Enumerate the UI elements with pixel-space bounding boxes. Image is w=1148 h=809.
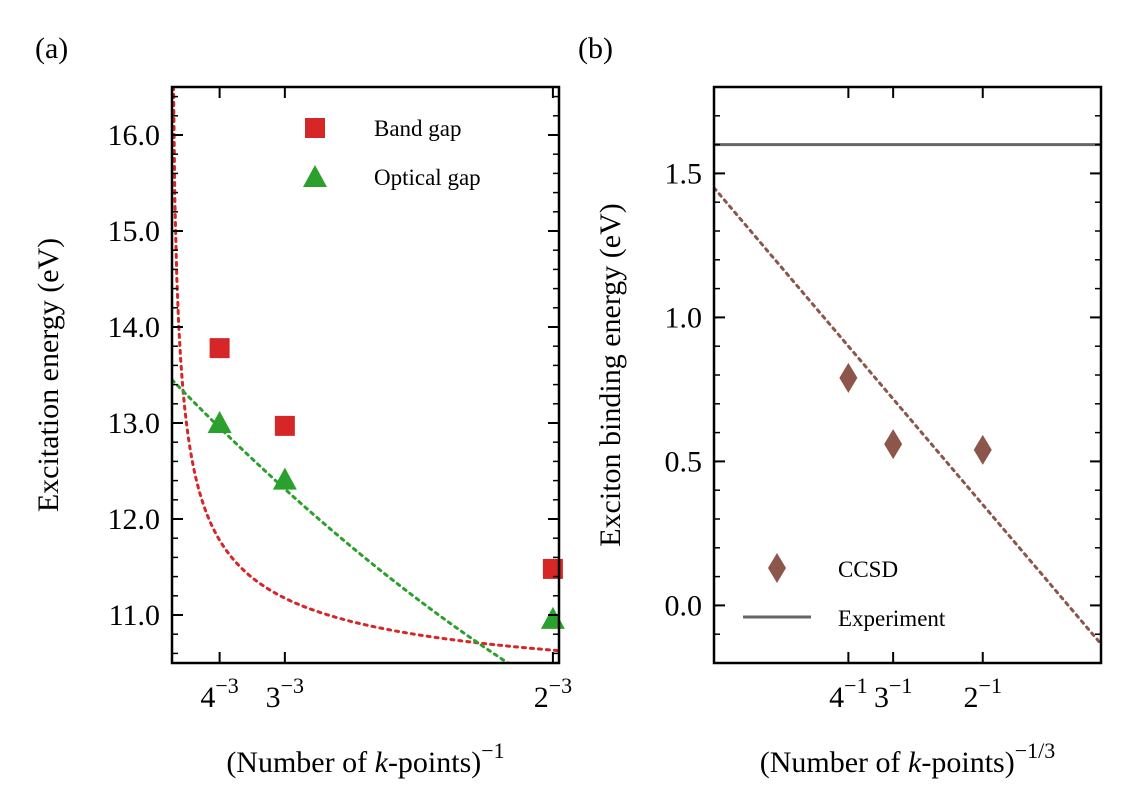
x-tick-label: 2−1 bbox=[964, 673, 1002, 714]
y-tick-label: 13.0 bbox=[108, 407, 161, 440]
y-tick-label: 0.0 bbox=[665, 589, 703, 622]
data-point bbox=[540, 606, 565, 629]
y-tick-label: 14.0 bbox=[108, 311, 161, 344]
legend: CCSD Experiment bbox=[743, 553, 946, 631]
data-point bbox=[839, 362, 858, 393]
y-tick-label: 16.0 bbox=[108, 119, 161, 152]
plot-area bbox=[714, 143, 1101, 646]
y-tick-label: 0.5 bbox=[665, 445, 703, 478]
legend-label: Band gap bbox=[374, 116, 462, 141]
x-tick-exp: −3 bbox=[215, 673, 238, 698]
x-tick-label: 2−3 bbox=[534, 673, 572, 714]
panel-label: (a) bbox=[35, 32, 68, 65]
x-axis-title-rest: -points) bbox=[388, 746, 481, 779]
x-tick-base: 4 bbox=[829, 681, 844, 714]
x-tick-base: 2 bbox=[964, 681, 979, 714]
x-tick-base: 3 bbox=[266, 681, 281, 714]
x-tick-label: 3−3 bbox=[266, 673, 304, 714]
x-axis-title: (Number of k-points)−1/3 bbox=[760, 738, 1055, 779]
y-tick-label: 12.0 bbox=[108, 503, 161, 536]
x-tick-exp: −3 bbox=[281, 673, 304, 698]
x-axis-title: (Number of k-points)−1 bbox=[226, 738, 504, 779]
x-tick-label: 4−3 bbox=[200, 673, 238, 714]
x-axis-title-k: k bbox=[375, 746, 389, 779]
fit-line-1 bbox=[172, 378, 511, 663]
panel-a: 11.012.013.014.015.016.04−3 3−3 2−3(Number… bbox=[32, 32, 572, 779]
y-axis-title: Excitation energy (eV) bbox=[32, 238, 65, 512]
x-axis-title-main: (Number of bbox=[760, 746, 908, 779]
data-point bbox=[884, 429, 903, 460]
axes-frame bbox=[170, 85, 561, 665]
panel-b: 0.00.51.01.54−1 3−1 2−1(Number of k-points… bbox=[578, 32, 1103, 779]
y-tick-label: 15.0 bbox=[108, 215, 161, 248]
y-tick-label: 1.0 bbox=[665, 301, 703, 334]
x-tick-base: 2 bbox=[534, 681, 549, 714]
legend-label: Experiment bbox=[838, 606, 946, 631]
x-tick-label: 3−1 bbox=[874, 673, 912, 714]
data-point bbox=[274, 415, 295, 436]
x-tick-base: 3 bbox=[874, 681, 889, 714]
legend-label: CCSD bbox=[838, 557, 898, 582]
plot-area bbox=[172, 87, 559, 663]
x-tick-exp: −1 bbox=[889, 673, 912, 698]
x-tick-exp: −1 bbox=[844, 673, 867, 698]
x-tick-exp: −1 bbox=[979, 673, 1002, 698]
data-point bbox=[272, 467, 297, 490]
y-tick-label: 11.0 bbox=[109, 599, 160, 632]
data-point bbox=[209, 338, 230, 359]
legend: Band gap Optical gap bbox=[303, 116, 481, 190]
x-tick-base: 4 bbox=[200, 681, 215, 714]
data-point bbox=[207, 411, 232, 433]
x-axis-title-k: k bbox=[908, 746, 922, 779]
fit-line-0 bbox=[172, 87, 559, 653]
legend-marker bbox=[768, 553, 786, 583]
data-point bbox=[973, 434, 992, 465]
x-axis-title-sup: −1/3 bbox=[1015, 738, 1056, 763]
panel-label: (b) bbox=[578, 32, 613, 65]
x-tick-exp: −3 bbox=[549, 673, 572, 698]
fit-line-0 bbox=[714, 186, 1101, 646]
legend-label: Optical gap bbox=[374, 165, 481, 190]
y-tick-label: 1.5 bbox=[665, 157, 703, 190]
x-axis-title-rest: -points) bbox=[921, 746, 1014, 779]
axes-frame bbox=[712, 85, 1103, 665]
legend-marker bbox=[305, 118, 325, 138]
x-axis-title-sup: −1 bbox=[481, 738, 504, 763]
y-axis-title: Exciton binding energy (eV) bbox=[594, 203, 627, 547]
legend-marker bbox=[303, 165, 327, 187]
x-tick-label: 4−1 bbox=[829, 673, 867, 714]
x-axis-title-main: (Number of bbox=[226, 746, 374, 779]
